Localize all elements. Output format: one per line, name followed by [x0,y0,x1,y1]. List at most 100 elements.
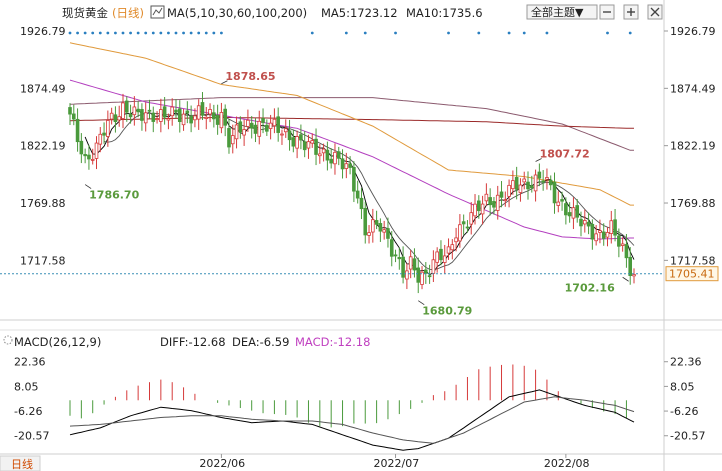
period-tab-label: 日线 [11,457,33,471]
annotation-label: 1878.65 [225,70,275,83]
candle [499,181,504,208]
candle [325,141,330,171]
candle [488,188,492,216]
moving-average-lines [69,42,634,240]
candle [136,101,140,118]
event-dot[interactable] [189,31,193,35]
candle [624,234,629,268]
event-dot[interactable] [628,31,632,35]
price-annotation: 1786.70 [84,184,140,202]
ma-line-ma30 [69,79,634,240]
close-button[interactable] [647,4,663,20]
candle [200,92,205,121]
candle [548,175,553,191]
candle [533,169,538,202]
price-tick-label-right: 1874.49 [670,82,716,95]
event-dot[interactable] [144,31,148,35]
macd-tick-label-left: -6.26 [14,405,42,418]
event-dot[interactable] [507,31,511,35]
candle [344,152,349,179]
candle [98,127,103,153]
event-dot[interactable] [363,31,367,35]
annotation-label: 1786.70 [89,189,139,202]
candle [177,100,182,133]
candle [477,195,481,219]
event-dot[interactable] [167,31,170,35]
event-dot[interactable] [182,31,185,35]
period-tab[interactable]: 日线 [0,455,41,471]
macd-axis: 22.36 22.36 8.05 8.05 -6.26 -6.26 -20.57 -20.57 [14,356,705,443]
ma-settings-icon[interactable] [150,5,165,19]
candle [431,250,436,283]
candle [537,163,542,187]
price-tick-label-right: 1769.88 [670,197,716,210]
macd-tick-label-left: -20.57 [14,430,49,443]
candle [272,108,277,134]
candle [159,98,163,133]
short-ma-lines [84,109,635,276]
price-axis: 1926.79 1926.79 1874.49 1874.49 1822.19 1822.… [20,25,716,267]
event-dot[interactable] [151,31,155,35]
event-dot[interactable] [76,31,79,35]
event-dot[interactable] [136,31,140,35]
candle [276,107,280,142]
candle [590,219,595,250]
candle [529,175,534,193]
event-dot[interactable] [197,31,201,35]
candle [598,219,602,244]
event-dot[interactable] [545,31,549,35]
candle [230,124,235,154]
event-dot[interactable] [114,31,117,35]
event-dot[interactable] [220,31,223,35]
event-dot[interactable] [159,31,163,35]
candle [378,218,383,242]
event-dot[interactable] [174,31,178,35]
candle [132,96,137,126]
instrument-title: 现货黄金 [62,6,108,20]
candle [68,103,72,126]
candle [223,104,227,137]
event-dot[interactable] [522,31,526,35]
zoom-in-button[interactable] [623,4,639,20]
candle [143,102,148,132]
candle [454,227,458,252]
event-dot[interactable] [212,31,216,35]
event-dot[interactable] [310,31,314,35]
zoom-out-button[interactable] [599,4,615,20]
candle [295,130,299,159]
event-dot[interactable] [83,31,87,35]
event-dot[interactable] [106,31,110,35]
candle [518,178,523,202]
candle [90,148,95,165]
event-dot[interactable] [447,31,450,35]
event-dot[interactable] [204,31,208,35]
candle [446,238,451,260]
event-dot[interactable] [344,31,348,35]
event-dot[interactable] [477,31,481,35]
candle [249,116,254,139]
time-tick-label: 2022/07 [374,457,420,470]
event-dot[interactable] [121,31,125,35]
annotation-label: 1680.79 [422,305,472,318]
candle [579,211,583,237]
event-dot[interactable] [394,31,397,35]
event-dot[interactable] [68,31,72,35]
macd-dea: DEA:-6.59 [232,335,289,349]
candle [196,99,201,130]
event-dot[interactable] [606,31,609,35]
event-dot[interactable] [98,31,102,35]
event-dot[interactable] [91,31,95,35]
event-dot[interactable] [129,31,132,35]
price-tick-label-left: 1926.79 [20,25,66,38]
candle [102,122,106,144]
candle [386,217,390,248]
candle [265,119,269,136]
period-label[interactable]: (日线) [112,6,144,20]
candle [291,129,296,153]
theme-select[interactable]: 全部主题▼ [526,4,598,20]
event-markers[interactable] [68,31,632,35]
macd-settings-icon[interactable] [3,335,13,345]
candle [287,119,292,151]
candle [567,202,572,223]
